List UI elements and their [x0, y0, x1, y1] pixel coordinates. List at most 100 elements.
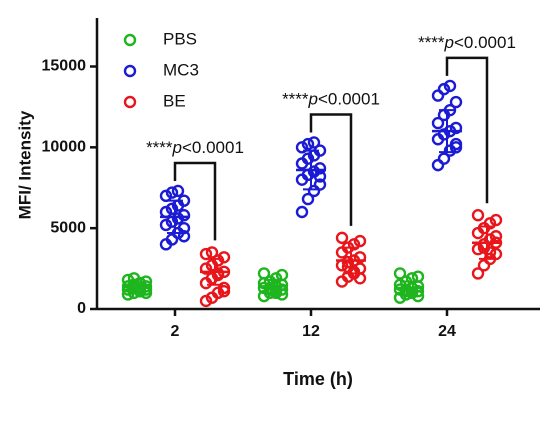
data-point — [307, 136, 321, 149]
data-point — [211, 254, 225, 267]
data-point — [301, 152, 315, 165]
error-bar — [167, 199, 183, 235]
x-axis-label: Time (h) — [283, 369, 353, 389]
data-point — [177, 209, 191, 222]
data-point — [411, 285, 425, 298]
data-point — [199, 294, 213, 308]
annotation-part: p — [172, 138, 182, 157]
data-point — [275, 283, 289, 296]
error-bar — [401, 280, 417, 296]
data-point — [121, 273, 135, 287]
error-bar — [479, 225, 495, 260]
data-point — [411, 289, 425, 303]
data-point — [301, 192, 315, 206]
legend-marker — [123, 64, 137, 78]
error-bar — [265, 278, 281, 294]
x-tick-label: 2 — [171, 323, 180, 340]
data-point — [205, 246, 219, 259]
data-point — [217, 285, 231, 298]
data-point — [313, 162, 327, 175]
data-point — [165, 202, 179, 215]
error-bar — [343, 246, 359, 275]
y-tick-label: 0 — [77, 300, 86, 317]
data-point — [269, 272, 283, 285]
error-bar — [303, 149, 319, 191]
data-point — [437, 82, 451, 96]
data-point — [257, 267, 271, 280]
data-point — [275, 288, 289, 301]
y-axis-label: MFI/ Intensity — [15, 110, 34, 219]
data-point — [335, 231, 349, 245]
data-point — [443, 79, 457, 93]
annotation-part: <0.0001 — [182, 138, 244, 157]
data-point — [263, 283, 277, 296]
data-point — [353, 251, 367, 264]
data-point — [393, 267, 407, 280]
annotation: ****p<0.0001 — [282, 90, 380, 109]
data-point — [489, 213, 503, 227]
data-point — [171, 212, 185, 225]
y-tick-label: 15000 — [42, 58, 87, 75]
data-point — [489, 247, 503, 261]
legend-marker — [123, 95, 137, 109]
data-point — [341, 255, 355, 269]
data-point — [159, 218, 173, 232]
legend-label: BE — [163, 91, 186, 110]
data-point — [449, 121, 463, 135]
data-point — [483, 233, 497, 246]
x-tick-label: 12 — [302, 323, 320, 340]
annotation-part: p — [308, 90, 318, 109]
data-point — [295, 141, 309, 154]
data-point — [489, 230, 503, 243]
data-point — [483, 217, 497, 230]
data-point — [347, 238, 361, 251]
annotation-part: <0.0001 — [454, 33, 516, 52]
data-point — [165, 186, 179, 199]
y-tick-label: 5000 — [50, 219, 86, 236]
data-point — [159, 189, 173, 203]
data-point — [295, 205, 309, 219]
data-point — [313, 170, 327, 183]
significance-bracket — [445, 56, 489, 204]
data-point — [449, 141, 463, 154]
data-point — [353, 234, 367, 248]
y-tick-label: 10000 — [42, 139, 87, 156]
data-point — [431, 116, 445, 130]
annotation: ****p<0.0001 — [146, 138, 244, 157]
annotation-part: **** — [282, 90, 309, 109]
annotation-part: **** — [146, 138, 173, 157]
data-point — [471, 267, 485, 280]
data-point — [449, 95, 463, 109]
data-point — [217, 251, 231, 264]
annotation-part: **** — [418, 33, 445, 52]
annotation-part: <0.0001 — [318, 90, 380, 109]
data-point — [405, 272, 419, 285]
data-point — [301, 137, 315, 151]
data-point — [199, 262, 213, 275]
error-bar — [207, 257, 223, 286]
data-point — [411, 270, 425, 283]
data-point — [177, 230, 191, 243]
legend-label: MC3 — [163, 60, 199, 79]
significance-bracket — [309, 113, 353, 226]
data-point — [437, 152, 451, 165]
annotation: ****p<0.0001 — [418, 33, 516, 52]
data-point — [399, 285, 413, 298]
data-point — [353, 272, 367, 285]
data-point — [313, 178, 327, 191]
data-point — [211, 267, 225, 280]
legend-label: PBS — [163, 29, 197, 48]
data-point — [171, 184, 185, 198]
data-point — [483, 246, 497, 259]
annotation-part: p — [444, 33, 454, 52]
data-point — [177, 221, 191, 235]
error-bar — [129, 281, 145, 294]
data-point — [393, 283, 407, 296]
error-bar — [439, 109, 455, 154]
legend-marker — [123, 33, 137, 47]
data-point — [471, 209, 485, 222]
data-point — [275, 268, 289, 282]
data-point — [199, 247, 213, 261]
